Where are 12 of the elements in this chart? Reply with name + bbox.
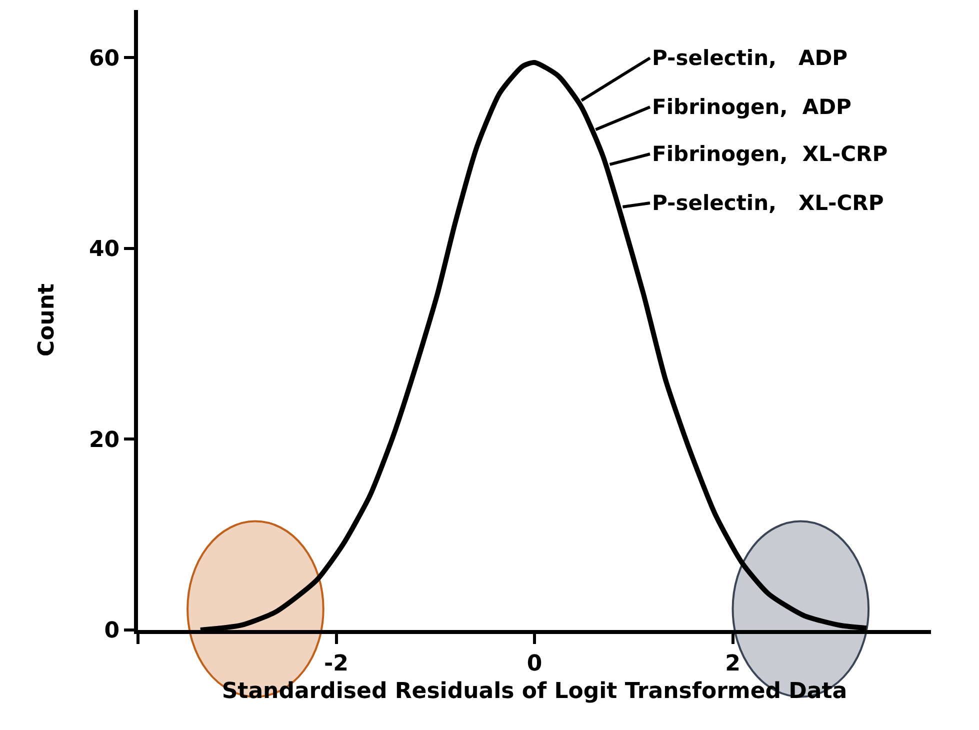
x-tick-label: -2 [324,651,348,676]
x-tick-label: 2 [725,651,740,676]
y-tick-label: 60 [88,46,120,72]
annotation: Fibrinogen, XL-CRP [652,142,888,166]
x-tick-label: 0 [526,651,542,676]
y-axis-title: Count [34,282,60,357]
annotation: Fibrinogen, ADP [652,95,852,119]
y-tick-label: 40 [88,237,120,262]
annotation: P-selectin, ADP [652,46,848,70]
annotation: P-selectin, XL-CRP [652,191,884,215]
y-tick-label: 20 [88,428,120,453]
y-tick-label: 0 [104,618,120,644]
